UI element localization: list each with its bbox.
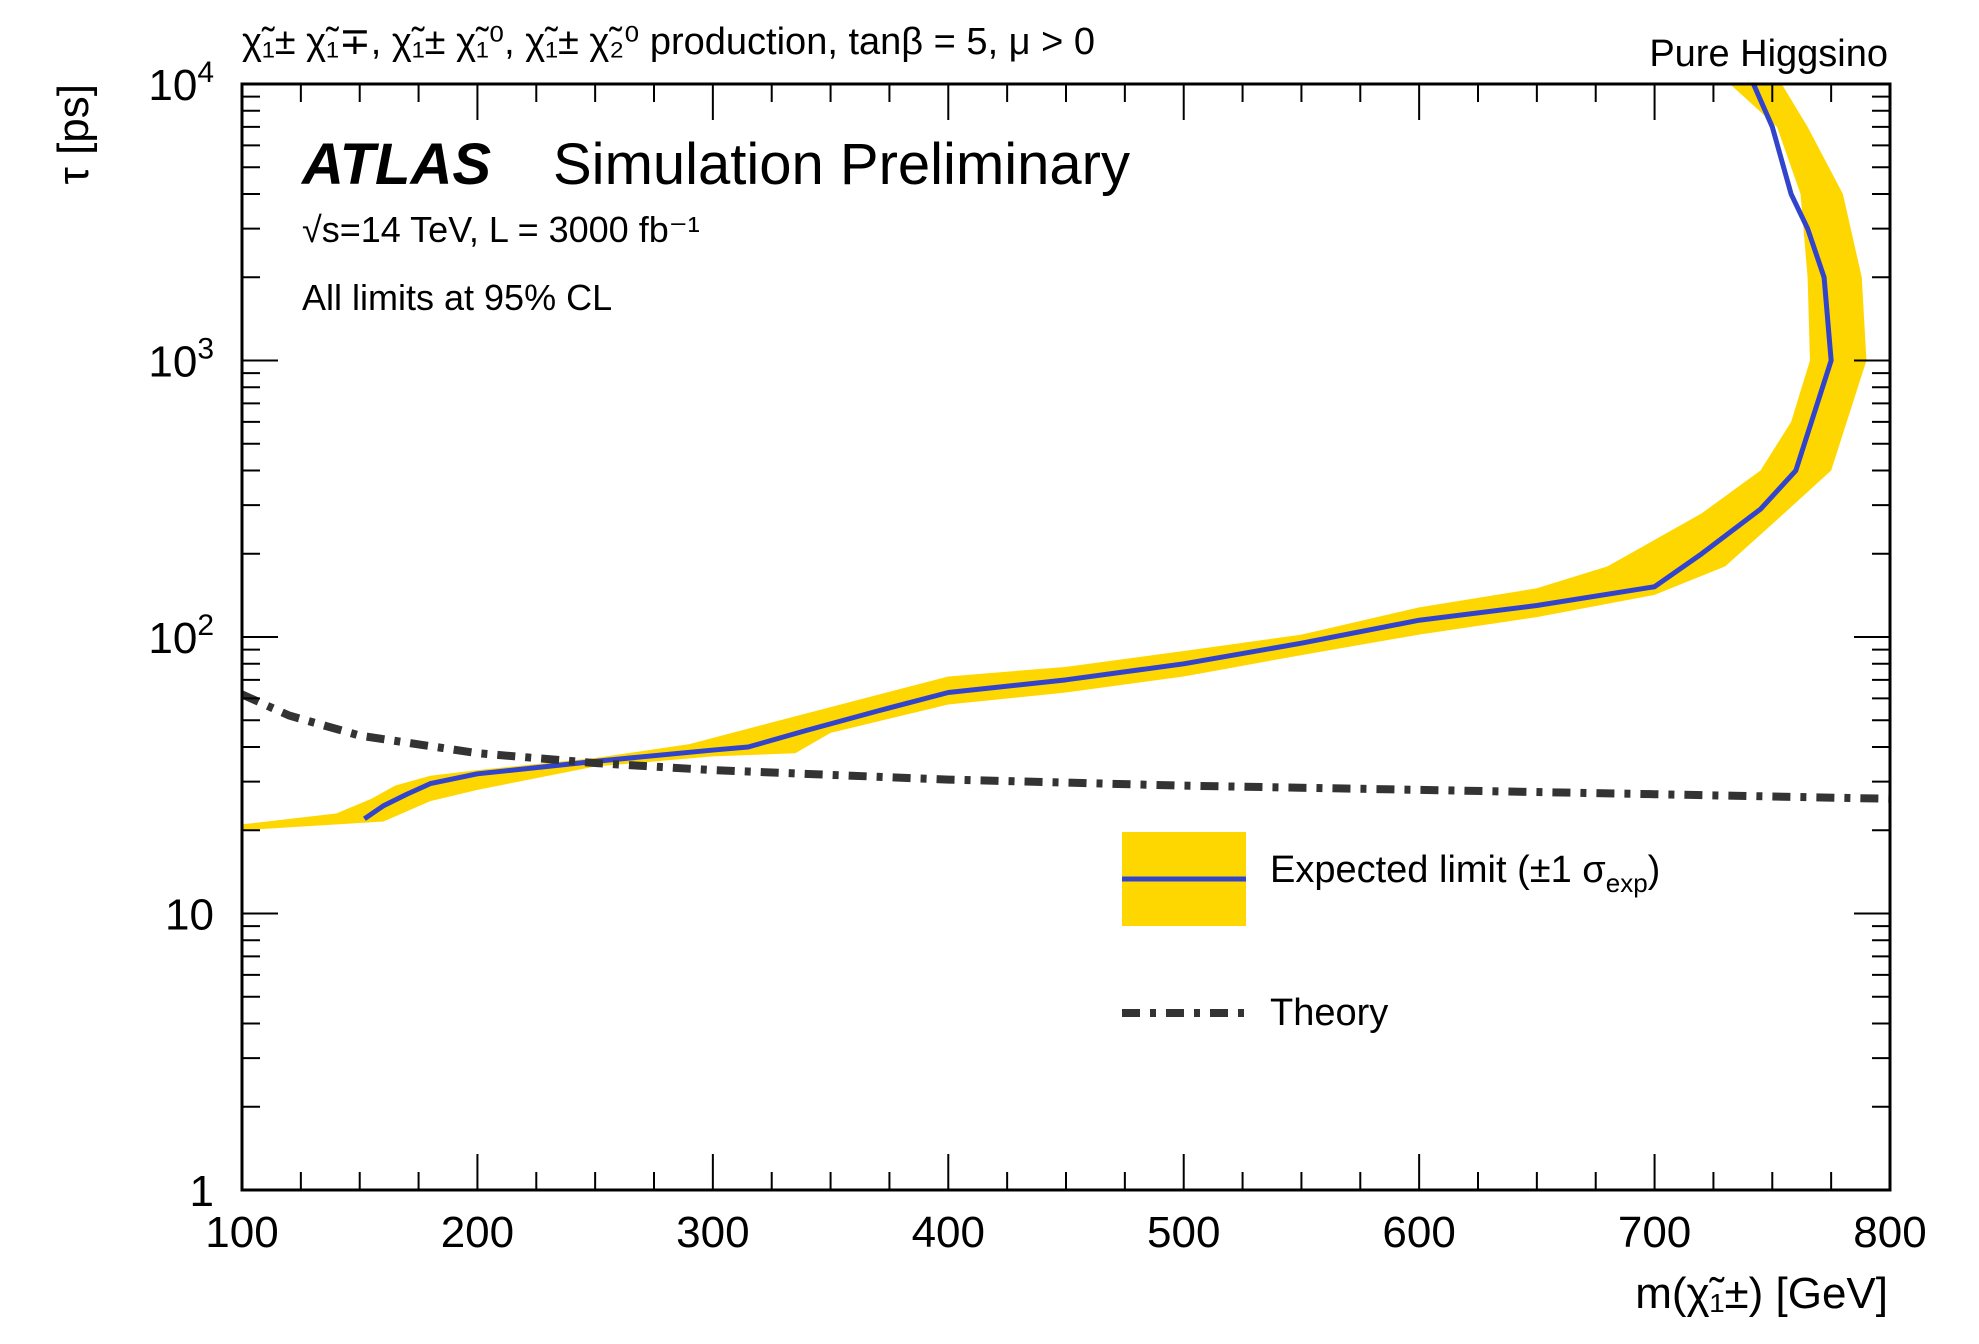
axis-ticks [241, 83, 1891, 1191]
x-tick-labels: 100 200 300 400 500 600 700 800 [205, 1208, 1926, 1257]
status-label: Simulation Preliminary [553, 132, 1130, 197]
theory-line [242, 690, 1890, 803]
legend-theory-label: Theory [1270, 992, 1388, 1034]
y-tick-label: 1 [190, 1167, 214, 1216]
x-axis-title: m(χ̃₁±) [GeV] [1635, 1269, 1888, 1318]
x-tick-label: 300 [676, 1208, 749, 1257]
y-tick-label: 10 [165, 891, 214, 940]
x-tick-label: 700 [1618, 1208, 1691, 1257]
legend-expected-label: Expected limit (±1 σexp) [1270, 849, 1660, 898]
cl-note: All limits at 95% CL [302, 277, 612, 318]
legend: Expected limit (±1 σexp) Theory [1122, 832, 1660, 1034]
y-tick-label: 102 [148, 609, 214, 663]
energy-lumi-label: √s=14 TeV, L = 3000 fb⁻¹ [302, 209, 700, 250]
scenario-label: Pure Higgsino [1649, 33, 1888, 75]
x-tick-label: 100 [205, 1208, 278, 1257]
y-tick-label: 104 [148, 56, 214, 110]
y-tick-labels: 1 10 102 103 104 [148, 56, 214, 1216]
series-line-layer [242, 84, 1890, 821]
x-tick-label: 500 [1147, 1208, 1220, 1257]
x-tick-label: 600 [1382, 1208, 1455, 1257]
expected-limit-line [363, 84, 1834, 821]
x-tick-label: 200 [441, 1208, 514, 1257]
y-axis-title: τ [ps] [49, 84, 98, 185]
x-tick-label: 400 [912, 1208, 985, 1257]
y-tick-label: 103 [148, 333, 214, 387]
x-tick-label: 800 [1853, 1208, 1926, 1257]
experiment-label: ATLAS [300, 132, 491, 197]
process-label: χ̃₁± χ̃₁∓, χ̃₁± χ̃₁⁰, χ̃₁± χ̃₂⁰ producti… [242, 21, 1095, 63]
